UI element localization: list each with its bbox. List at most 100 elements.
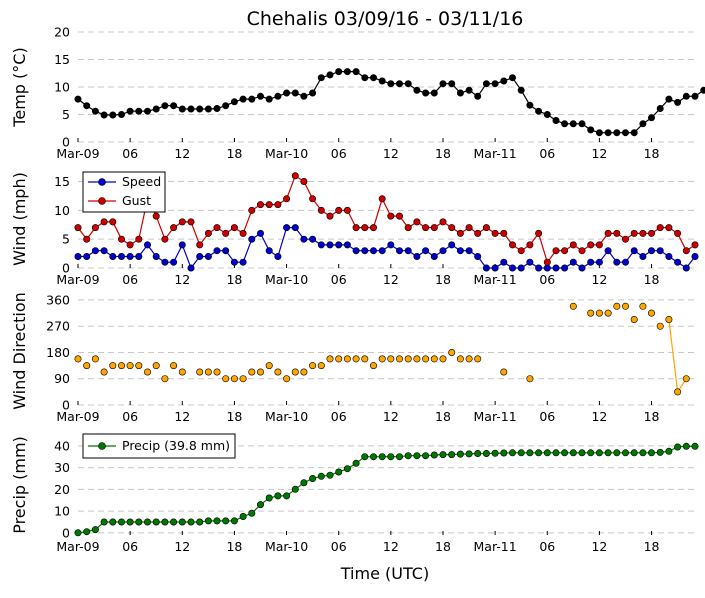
speed-point — [388, 242, 394, 248]
temp-x-tick-label: Mar-11 — [474, 146, 517, 161]
direction-y-tick-label: 90 — [54, 371, 70, 386]
direction-point — [127, 362, 133, 368]
direction-x-tick-label: 18 — [644, 409, 660, 424]
direction-point — [640, 303, 646, 309]
gust-point — [301, 178, 307, 184]
direction-point — [257, 369, 263, 375]
direction-point — [223, 376, 229, 382]
precip-point — [136, 519, 142, 525]
temp-point — [492, 81, 498, 87]
speed-point — [561, 265, 567, 271]
temp-point — [344, 68, 350, 74]
speed-point — [75, 253, 81, 259]
precip-x-tick-label: 06 — [539, 539, 555, 554]
wind-x-tick-label: 06 — [539, 272, 555, 287]
direction-x-tick-label: 18 — [435, 409, 451, 424]
wind-x-tick-label: 18 — [644, 272, 660, 287]
precip-x-tick-label: 18 — [226, 539, 242, 554]
temp-point — [570, 121, 576, 127]
speed-point — [640, 253, 646, 259]
precip-x-tick-label: 06 — [331, 539, 347, 554]
precip-point — [440, 451, 446, 457]
temp-point — [657, 105, 663, 111]
precip-point — [370, 454, 376, 460]
gust-point — [431, 224, 437, 230]
gust-point — [231, 224, 237, 230]
speed-point — [475, 253, 481, 259]
precip-x-tick-label: 18 — [435, 539, 451, 554]
gust-point — [84, 236, 90, 242]
temp-x-tick-label: 06 — [122, 146, 138, 161]
precip-point — [301, 480, 307, 486]
direction-point — [92, 356, 98, 362]
temp-point — [518, 87, 524, 93]
direction-point — [110, 362, 116, 368]
speed-point — [457, 248, 463, 254]
speed-point — [249, 236, 255, 242]
temp-x-tick-label: Mar-10 — [265, 146, 308, 161]
temp-point — [118, 111, 124, 117]
precip-point — [75, 530, 81, 536]
precip-point — [527, 450, 533, 456]
precip-point — [509, 450, 515, 456]
temp-point — [214, 105, 220, 111]
precip-point — [596, 450, 602, 456]
temp-point — [422, 90, 428, 96]
precip-x-tick-label: Mar-09 — [56, 539, 99, 554]
speed-point — [501, 259, 507, 265]
legend-gust-marker — [99, 198, 106, 205]
speed-point — [422, 248, 428, 254]
direction-x-tick-label: Mar-11 — [474, 409, 517, 424]
speed-point — [188, 265, 194, 271]
temp-point — [179, 106, 185, 112]
direction-x-tick-label: 12 — [174, 409, 190, 424]
direction-x-tick-label: Mar-09 — [56, 409, 99, 424]
gust-point — [388, 213, 394, 219]
temp-point — [483, 81, 489, 87]
direction-point — [162, 376, 168, 382]
precip-point — [570, 450, 576, 456]
gust-point — [518, 248, 524, 254]
direction-point — [336, 356, 342, 362]
temp-point — [127, 108, 133, 114]
temp-point — [475, 93, 481, 99]
temp-x-tick-label: 06 — [539, 146, 555, 161]
direction-point — [362, 356, 368, 362]
speed-point — [449, 242, 455, 248]
gust-point — [162, 236, 168, 242]
temp-point — [579, 121, 585, 127]
direction-point — [457, 356, 463, 362]
precip-point — [674, 444, 680, 450]
precip-point — [501, 450, 507, 456]
gust-point — [110, 219, 116, 225]
direction-point — [570, 303, 576, 309]
speed-point — [144, 242, 150, 248]
precip-point — [466, 451, 472, 457]
chart-title: Chehalis 03/09/16 - 03/11/16 — [247, 8, 524, 30]
speed-point — [118, 253, 124, 259]
gust-point — [179, 219, 185, 225]
temp-y-tick-label: 20 — [54, 25, 70, 40]
direction-point — [275, 369, 281, 375]
gust-point — [666, 224, 672, 230]
speed-point — [301, 236, 307, 242]
direction-point — [353, 356, 359, 362]
gust-point — [535, 230, 541, 236]
precip-point — [588, 450, 594, 456]
precip-point — [622, 450, 628, 456]
temp-point — [648, 115, 654, 121]
direction-point — [75, 356, 81, 362]
temp-point — [336, 68, 342, 74]
precip-point — [457, 451, 463, 457]
precip-y-tick-label: 20 — [54, 482, 70, 497]
gust-point — [648, 230, 654, 236]
direction-point — [431, 356, 437, 362]
speed-point — [622, 259, 628, 265]
gust-point — [309, 196, 315, 202]
gust-point — [657, 224, 663, 230]
speed-point — [275, 253, 281, 259]
precip-x-tick-label: 12 — [591, 539, 607, 554]
speed-point — [492, 265, 498, 271]
temp-point — [153, 106, 159, 112]
